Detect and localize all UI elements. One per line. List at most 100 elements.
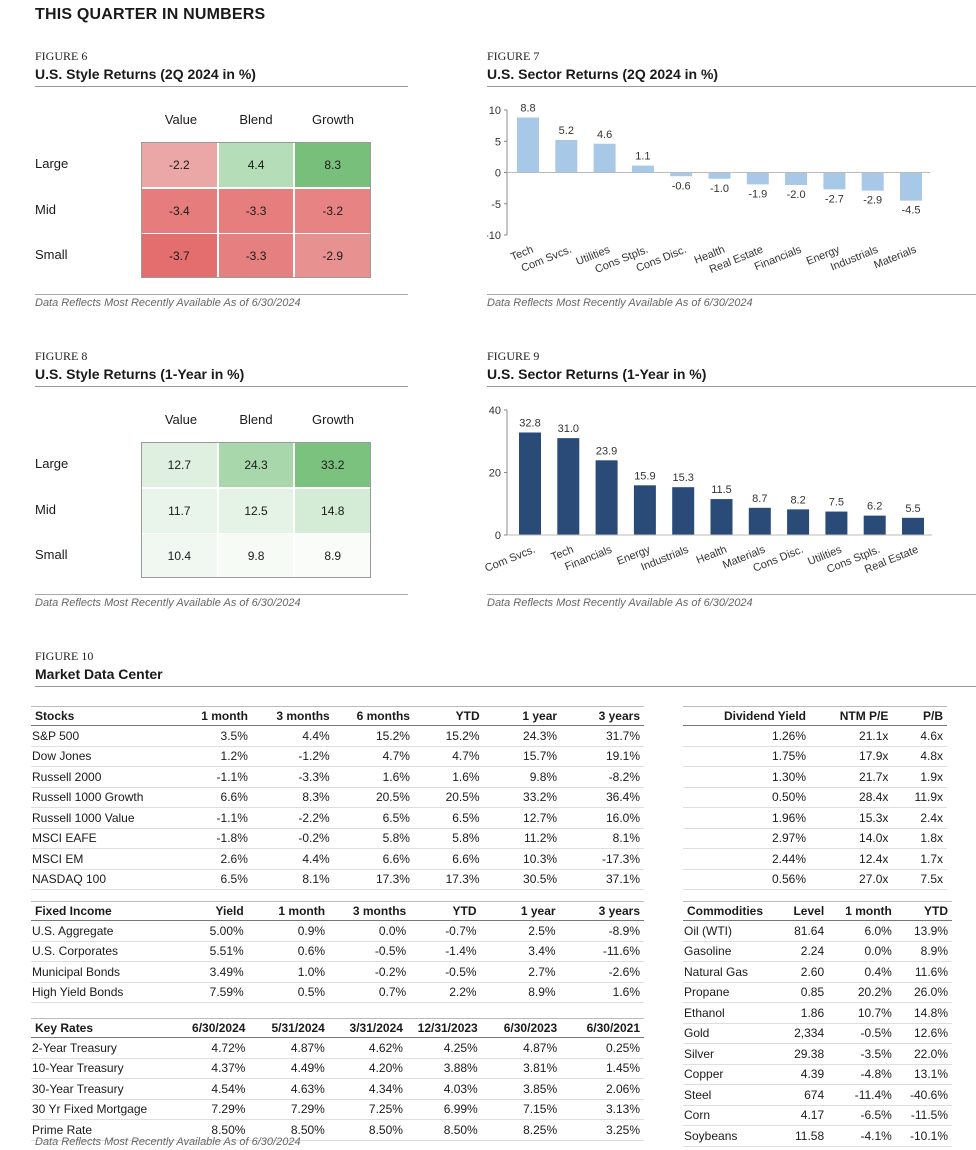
figure-6-source: Data Reflects Most Recently Available As…	[35, 297, 301, 309]
table-cell: -3.3%	[251, 766, 334, 788]
table-cell: 674	[775, 1084, 829, 1106]
fig6-cell: -3.4	[141, 188, 218, 234]
figure-10-title: Market Data Center	[35, 666, 163, 682]
y-tick-label: 40	[489, 405, 501, 417]
data-label: 15.9	[634, 470, 655, 482]
table-row: NASDAQ 100 6.5% 8.1% 17.3% 17.3% 30.5% 37.1%	[31, 869, 644, 890]
column-header: 3 months	[329, 901, 411, 921]
category-label: Com Svcs.	[483, 544, 537, 575]
table-cell: 30-Year Treasury	[31, 1078, 177, 1100]
table-cell: -3.5%	[828, 1043, 896, 1065]
y-tick-label: 5	[495, 136, 501, 148]
column-header: 1 month	[247, 901, 330, 921]
table-cell: 5.51%	[176, 941, 248, 962]
table-cell: High Yield Bonds	[31, 982, 177, 1003]
table-cell: 20.5%	[413, 787, 484, 808]
table-cell: 6.5%	[413, 807, 484, 829]
stocks-table: Stocks 1 month 3 months 6 months YTD 1 year 3 …	[31, 706, 644, 890]
column-header: 1 year	[480, 901, 560, 921]
bar	[863, 515, 886, 535]
table-cell: S&P 500	[31, 725, 180, 747]
data-label: -4.5	[902, 205, 921, 217]
table-row: Natural Gas 2.60 0.4% 11.6%	[683, 961, 952, 983]
table-cell: 8.50%	[406, 1119, 482, 1141]
table-cell: 2.24	[775, 941, 829, 962]
fig8-cell: 8.9	[294, 533, 372, 579]
table-row: Russell 2000 -1.1% -3.3% 1.6% 1.6% 9.8% -8.2%	[31, 766, 644, 788]
table-cell: 8.3%	[251, 787, 334, 808]
fig6-cell: -2.9	[294, 233, 372, 279]
table-cell: -11.5%	[895, 1105, 952, 1126]
figure-10-rule	[35, 686, 976, 687]
table-cell: 12.4x	[810, 848, 893, 870]
table-cell: 30 Yr Fixed Mortgage	[31, 1099, 177, 1120]
table-cell: NASDAQ 100	[31, 869, 180, 890]
table-cell: 29.38	[775, 1043, 829, 1065]
table-cell: 4.37%	[176, 1058, 250, 1079]
figure-8-label: FIGURE 8	[35, 349, 88, 363]
bar	[785, 172, 808, 185]
table-cell: 5.8%	[413, 828, 484, 849]
bar	[708, 172, 731, 179]
figure-8-rule	[35, 386, 408, 387]
table-cell: 6.99%	[406, 1099, 482, 1120]
table-row: Prime Rate 8.50% 8.50% 8.50% 8.50% 8.25% 3.25%	[31, 1119, 644, 1141]
fixed-income-table: Fixed Income Yield 1 month 3 months YTD 1 yea…	[31, 901, 644, 1003]
column-header: Yield	[176, 901, 248, 921]
table-cell: 17.3%	[333, 869, 414, 890]
table-cell: 14.8%	[895, 1002, 952, 1024]
table-row: Propane 0.85 20.2% 26.0%	[683, 982, 952, 1003]
table-cell: 24.3%	[483, 725, 562, 747]
table-cell: 4.7%	[333, 746, 414, 767]
fig8-row-header: Large	[35, 456, 69, 471]
bar	[631, 165, 654, 173]
table-cell: 16.0%	[561, 807, 644, 829]
data-label: 4.6	[597, 129, 612, 141]
table-row: 2.97% 14.0x 1.8x	[683, 828, 947, 849]
table-cell: 0.25%	[561, 1037, 644, 1059]
column-header: Stocks	[31, 706, 180, 726]
table-cell: 13.9%	[895, 920, 952, 942]
figure-9-source: Data Reflects Most Recently Available As…	[487, 597, 753, 609]
bar	[595, 460, 618, 535]
data-label: -2.0	[787, 189, 806, 201]
table-cell: Copper	[683, 1064, 776, 1085]
table-cell: 4.17	[775, 1105, 829, 1126]
column-header: 6/30/2021	[561, 1018, 644, 1038]
column-header: 3 years	[561, 706, 644, 726]
table-cell: 1.9x	[892, 766, 947, 788]
table-cell: 7.25%	[328, 1099, 407, 1120]
bar	[555, 140, 578, 173]
table-cell: 11.9x	[892, 787, 947, 808]
table-cell: 11.6%	[895, 961, 952, 983]
table-cell: 1.30%	[683, 766, 811, 788]
table-cell: 4.87%	[481, 1037, 562, 1059]
table-cell: 2.7%	[480, 961, 560, 983]
column-header: YTD	[410, 901, 481, 921]
figure-8-style-box: Value Blend Growth Large 12.7 24.3 33.2 Mid 11.7…	[35, 412, 410, 579]
fig6-cell: -3.3	[217, 233, 295, 279]
table-cell: Russell 1000 Growth	[31, 787, 180, 808]
table-cell: 8.50%	[176, 1119, 250, 1141]
table-cell: 15.2%	[333, 725, 414, 747]
table-cell: 1.8x	[892, 828, 947, 849]
table-cell: 4.7%	[413, 746, 484, 767]
bar	[748, 507, 771, 535]
data-label: 8.8	[520, 103, 535, 115]
fig6-row-header: Mid	[35, 202, 56, 217]
table-cell: -1.2%	[251, 746, 334, 767]
table-cell: 2.06%	[561, 1078, 644, 1100]
table-row: 0.56% 27.0x 7.5x	[683, 869, 947, 890]
table-row: MSCI EAFE -1.8% -0.2% 5.8% 5.8% 11.2% 8.1%	[31, 828, 644, 849]
column-header: 6/30/2024	[176, 1018, 250, 1038]
bar	[787, 509, 810, 535]
data-label: -1.0	[710, 183, 729, 195]
table-cell: 4.4%	[251, 725, 334, 747]
fig6-cell: 8.3	[294, 142, 372, 188]
figure-10-source: Data Reflects Most Recently Available As…	[35, 1136, 301, 1148]
table-cell: 2.6%	[179, 848, 252, 870]
table-cell: 11.2%	[483, 828, 562, 849]
y-tick-label: 20	[489, 468, 501, 480]
table-row: Copper 4.39 -4.8% 13.1%	[683, 1064, 952, 1085]
column-header: 1 month	[828, 901, 896, 921]
